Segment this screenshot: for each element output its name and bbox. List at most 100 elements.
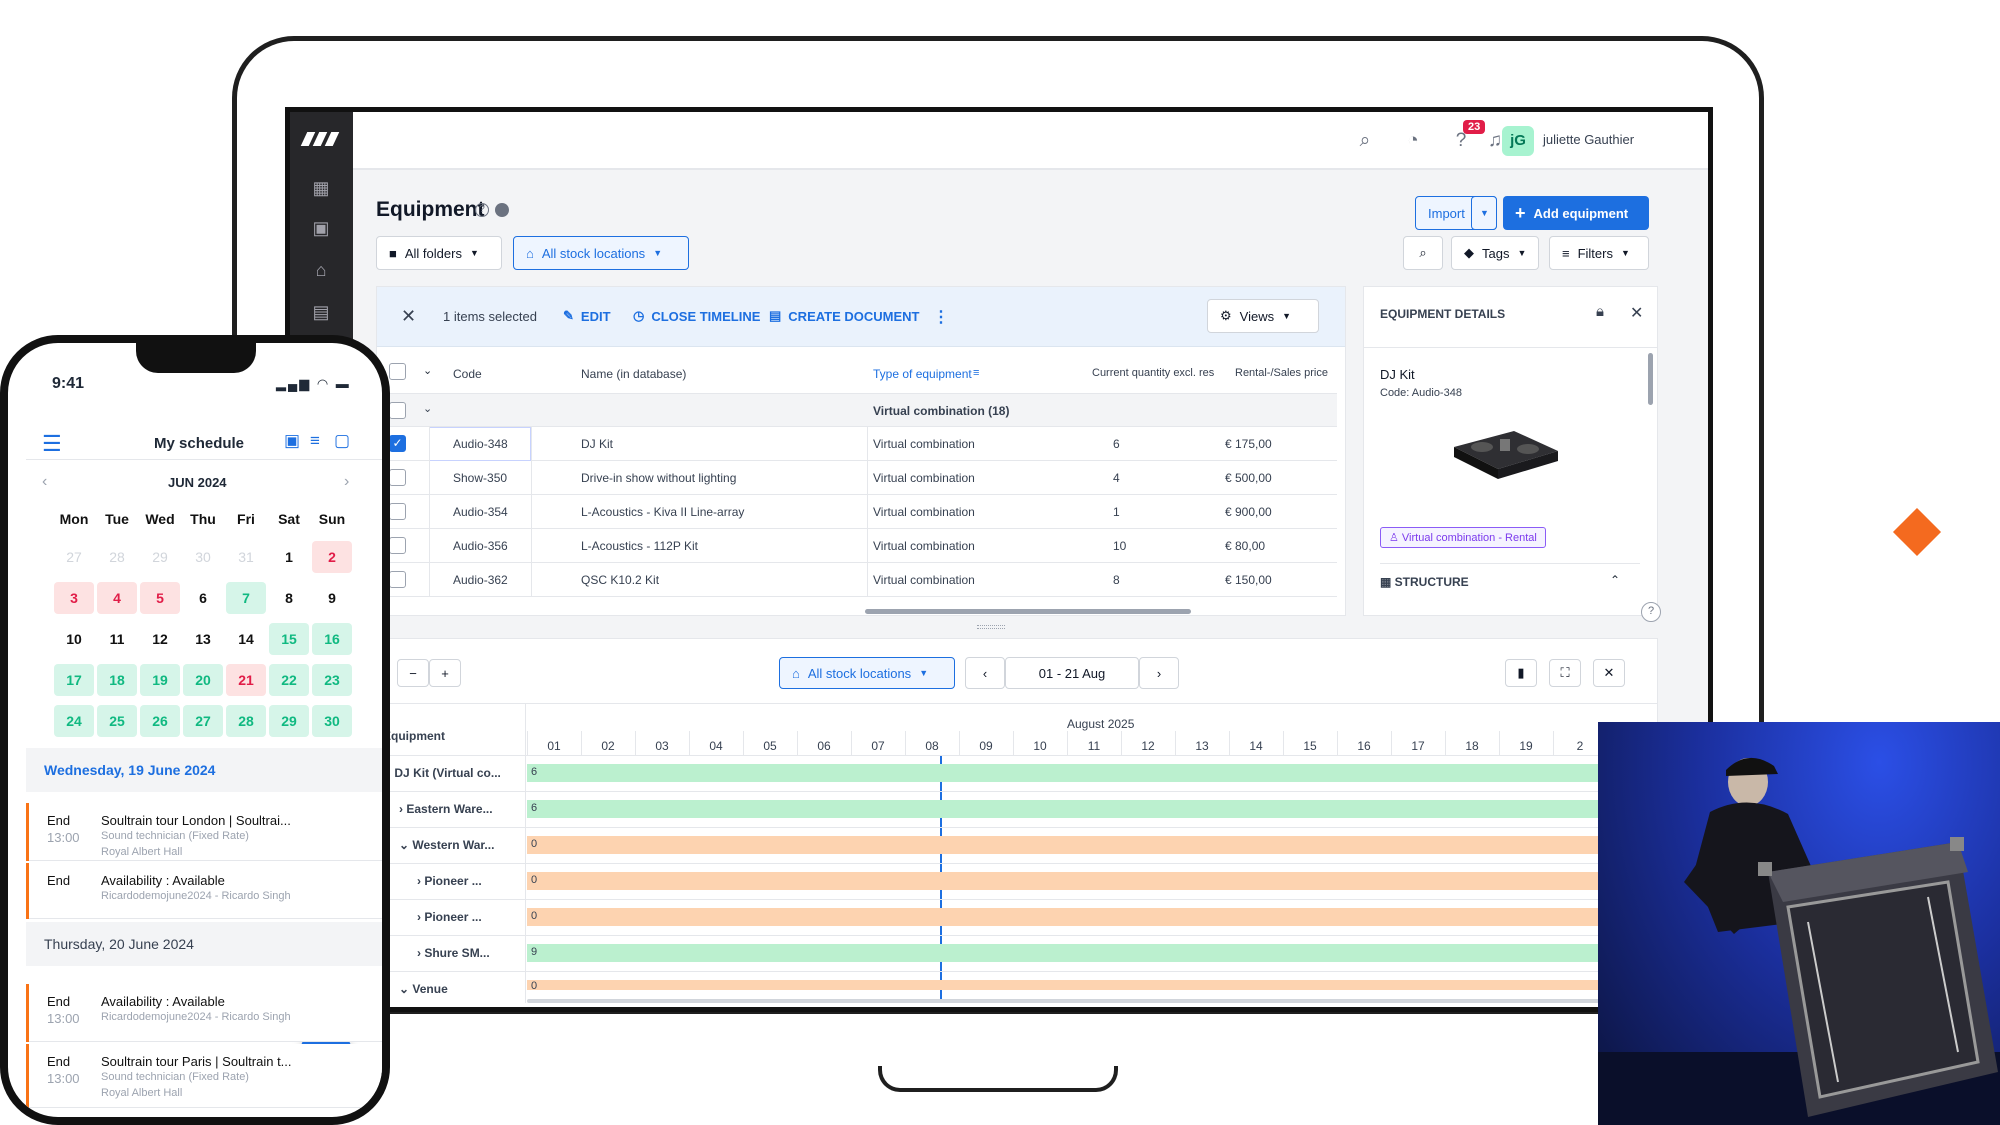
chevron-right-icon[interactable]: › bbox=[399, 802, 407, 816]
timeline-row[interactable]: ⌄ DJ Kit (Virtual co... 6 bbox=[377, 755, 1657, 791]
calendar-day[interactable]: 6 bbox=[199, 590, 207, 606]
timeline-stock-dropdown[interactable]: ⌂ All stock locations ▼ bbox=[779, 657, 955, 689]
chevron-down-icon[interactable]: ⌄ bbox=[423, 365, 433, 377]
map-icon[interactable]: ▮ bbox=[1505, 659, 1537, 687]
header-type[interactable]: Type of equipment bbox=[873, 367, 972, 381]
filters-dropdown[interactable]: ≡ Filters ▼ bbox=[1549, 236, 1649, 270]
availability-bar[interactable] bbox=[527, 800, 1647, 818]
user-name[interactable]: juliette Gauthier bbox=[1543, 132, 1635, 147]
theme-icon[interactable]: ◔ bbox=[1407, 130, 1419, 151]
vertical-scrollbar[interactable] bbox=[1648, 353, 1653, 405]
help-icon[interactable]: ? bbox=[1641, 602, 1661, 622]
create-document-button[interactable]: ▤ CREATE DOCUMENT bbox=[769, 308, 920, 324]
availability-bar[interactable] bbox=[527, 908, 1647, 926]
calendar-day[interactable]: 29 bbox=[152, 549, 168, 565]
horizontal-scrollbar[interactable] bbox=[865, 609, 1191, 614]
close-icon[interactable]: ✕ bbox=[1593, 659, 1625, 687]
folders-dropdown[interactable]: ■ All folders ▼ bbox=[376, 236, 502, 270]
calendar-day[interactable]: 5 bbox=[140, 582, 180, 614]
timeline-row-label[interactable]: ⌄ DJ Kit (Virtual co... bbox=[381, 766, 501, 780]
calendar-day[interactable]: 1 bbox=[285, 549, 293, 565]
structure-header[interactable]: ▦ STRUCTURE bbox=[1380, 575, 1469, 589]
previous-button[interactable]: ‹ bbox=[965, 657, 1005, 689]
help-icon[interactable]: ? bbox=[1455, 130, 1467, 151]
fullscreen-icon[interactable]: ⛶ bbox=[1549, 659, 1581, 687]
app-logo[interactable] bbox=[300, 132, 340, 146]
event-item[interactable]: End 13:00 Soultrain tour Paris | Soultrain… bbox=[26, 1044, 382, 1108]
timeline-row[interactable]: › Eastern Ware... 6 bbox=[377, 791, 1657, 827]
availability-bar[interactable] bbox=[527, 764, 1647, 782]
calendar-icon[interactable]: ▣ bbox=[312, 218, 330, 238]
availability-bar[interactable] bbox=[527, 836, 1647, 854]
chevron-down-icon[interactable]: ⌄ bbox=[399, 982, 413, 996]
chevron-right-icon[interactable]: › bbox=[344, 473, 350, 490]
search-button[interactable]: ⌕ bbox=[1403, 236, 1443, 270]
timeline-row[interactable]: ⌄ Venue 0 bbox=[377, 971, 1657, 996]
views-dropdown[interactable]: ⚙ Views ▼ bbox=[1207, 299, 1319, 333]
chevron-left-icon[interactable]: ‹ bbox=[42, 473, 48, 490]
bell-icon[interactable]: ♫ bbox=[1487, 130, 1503, 151]
calendar-day[interactable]: 28 bbox=[109, 549, 125, 565]
next-button[interactable]: › bbox=[1139, 657, 1179, 689]
calendar-day[interactable]: 14 bbox=[238, 631, 254, 647]
calendar-day[interactable]: 19 bbox=[140, 664, 180, 696]
table-row[interactable]: ✓ Audio-348 DJ Kit Virtual combination 6 € 17… bbox=[377, 427, 1337, 461]
calendar-day[interactable]: 31 bbox=[238, 549, 254, 565]
header-price[interactable]: Rental-/Sales price bbox=[1235, 367, 1328, 379]
row-checkbox[interactable] bbox=[389, 503, 406, 520]
calendar-day[interactable]: 21 bbox=[226, 664, 266, 696]
timeline-row[interactable]: › Pioneer ... 0 bbox=[377, 863, 1657, 899]
chevron-down-icon[interactable]: ⌄ bbox=[399, 838, 413, 852]
group-row[interactable]: ⌄ Virtual combination (18) bbox=[377, 393, 1337, 427]
add-equipment-button[interactable]: + Add equipment bbox=[1503, 196, 1649, 230]
chevron-right-icon[interactable]: › bbox=[417, 946, 425, 960]
select-all-checkbox[interactable] bbox=[389, 363, 406, 380]
calendar-day[interactable]: 30 bbox=[195, 549, 211, 565]
chevron-right-icon[interactable]: › bbox=[417, 874, 425, 888]
menu-icon[interactable]: ☰ bbox=[42, 431, 62, 456]
availability-bar[interactable] bbox=[527, 980, 1647, 990]
timeline-row-label[interactable]: ⌄ Western War... bbox=[399, 838, 494, 852]
close-icon[interactable]: ✕ bbox=[1630, 305, 1644, 322]
lock-icon[interactable]: 🔒︎ bbox=[1596, 303, 1604, 320]
more-icon[interactable]: ⋮ bbox=[933, 309, 949, 326]
chevron-right-icon[interactable]: › bbox=[417, 910, 425, 924]
header-code[interactable]: Code bbox=[453, 367, 482, 381]
stock-locations-dropdown[interactable]: ⌂ All stock locations ▼ bbox=[513, 236, 689, 270]
calendar-day[interactable]: 8 bbox=[285, 590, 293, 606]
calendar-day[interactable]: 23 bbox=[312, 664, 352, 696]
table-icon[interactable]: ▤ bbox=[312, 302, 330, 322]
calendar-day[interactable]: 27 bbox=[66, 549, 82, 565]
table-row[interactable]: Audio-362 QSC K10.2 Kit Virtual combinatio… bbox=[377, 563, 1337, 597]
calendar-day[interactable]: 25 bbox=[97, 705, 137, 737]
calendar-day[interactable]: 4 bbox=[97, 582, 137, 614]
timeline-row-label[interactable]: ⌄ Venue bbox=[399, 982, 448, 996]
calendar-day[interactable]: 16 bbox=[312, 623, 352, 655]
timeline-row-label[interactable]: › Eastern Ware... bbox=[399, 802, 493, 816]
timeline-row[interactable]: › Pioneer ... 0 bbox=[377, 899, 1657, 935]
row-checkbox[interactable] bbox=[389, 469, 406, 486]
availability-bar[interactable] bbox=[527, 944, 1647, 962]
row-checkbox[interactable] bbox=[389, 537, 406, 554]
header-quantity[interactable]: Current quantity excl. res bbox=[1092, 367, 1215, 379]
timeline-row[interactable]: › Shure SM... 9 bbox=[377, 935, 1657, 971]
calendar-day[interactable]: 3 bbox=[54, 582, 94, 614]
resize-handle[interactable] bbox=[977, 625, 1005, 629]
chevron-down-icon[interactable]: ⌄ bbox=[423, 403, 433, 415]
video-icon[interactable] bbox=[495, 203, 509, 217]
chevron-up-icon[interactable]: ⌃ bbox=[1610, 573, 1621, 587]
calendar-day[interactable]: 30 bbox=[312, 705, 352, 737]
event-item[interactable]: End 13:00 Soultrain tour London | Soultrai… bbox=[26, 803, 382, 861]
calendar-day[interactable]: 17 bbox=[54, 664, 94, 696]
tags-dropdown[interactable]: ◆ Tags ▼ bbox=[1451, 236, 1539, 270]
timeline-row-label[interactable]: › Pioneer ... bbox=[417, 874, 482, 888]
zoom-out-button[interactable]: − bbox=[397, 659, 429, 687]
calendar-day[interactable]: 7 bbox=[226, 582, 266, 614]
import-dropdown-button[interactable]: ▼ bbox=[1471, 196, 1497, 230]
timeline-row-label[interactable]: › Shure SM... bbox=[417, 946, 490, 960]
table-row[interactable]: Show-350 Drive-in show without lighting Vi… bbox=[377, 461, 1337, 495]
search-icon[interactable]: ⌕ bbox=[1359, 130, 1371, 151]
calendar-day[interactable]: 27 bbox=[183, 705, 223, 737]
group-checkbox[interactable] bbox=[389, 402, 406, 419]
header-name[interactable]: Name (in database) bbox=[581, 367, 687, 381]
